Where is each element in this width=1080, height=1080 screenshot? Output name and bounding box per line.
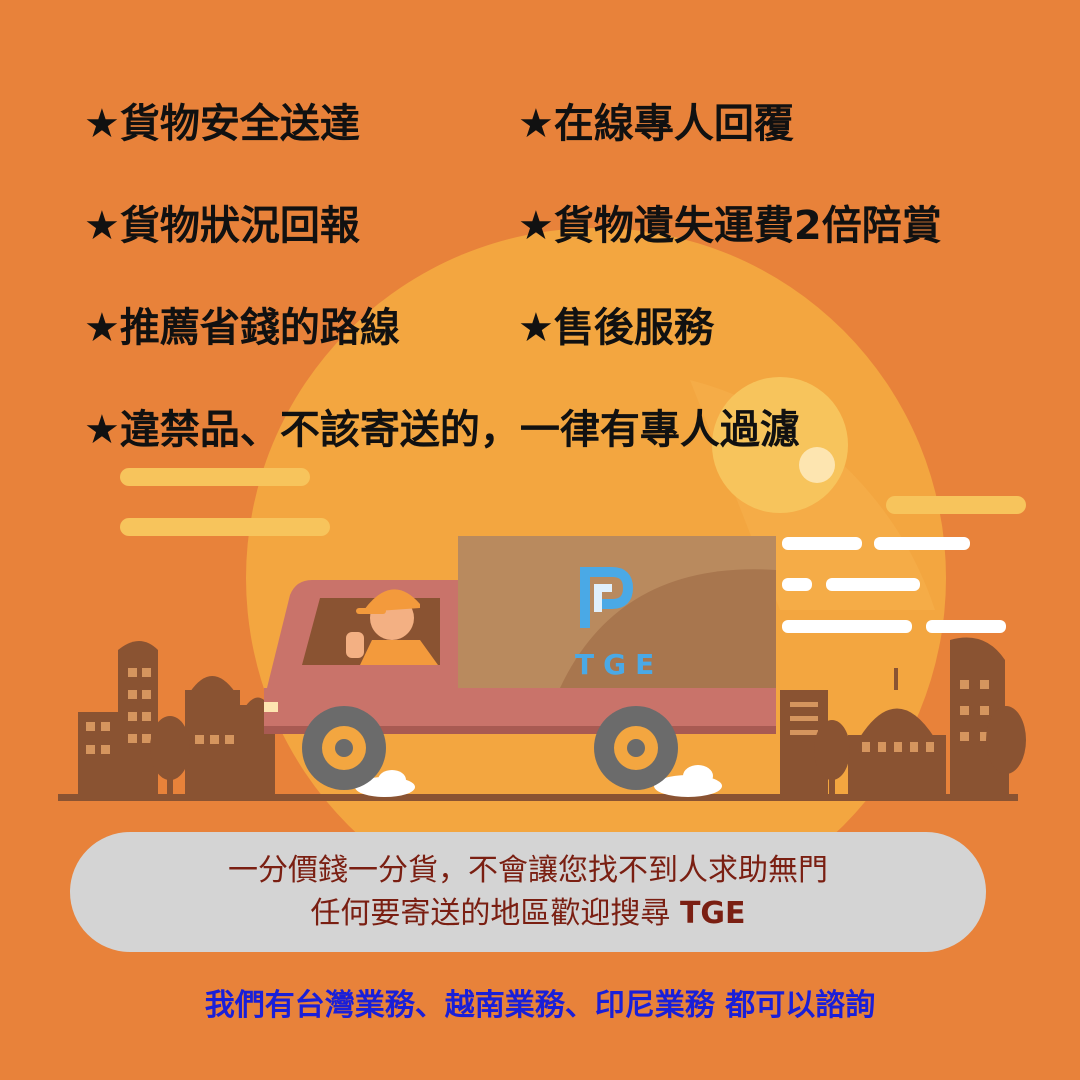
feature-loss-compensation: ★貨物遺失運費2倍陪賞 [518, 203, 942, 249]
cargo-box-shade [560, 569, 776, 688]
rear-wheel [594, 706, 678, 790]
cloud-strips [120, 468, 1026, 536]
ground-line [58, 794, 1018, 801]
banner-line-1: 一分價錢一分貨，不會讓您找不到人求助無門 [228, 852, 828, 888]
banner-brand: TGE [679, 896, 746, 931]
tge-logo-icon [580, 567, 634, 628]
footer-contact-text: 我們有台灣業務、越南業務、印尼業務 都可以諮詢 [204, 988, 876, 1023]
info-banner: 一分價錢一分貨，不會讓您找不到人求助無門 任何要寄送的地區歡迎搜尋 TGE [70, 832, 986, 952]
banner-line-2-prefix: 任何要寄送的地區歡迎搜尋 [310, 896, 680, 931]
building-windows [86, 668, 989, 754]
feature-status-report: ★貨物狀況回報 [84, 203, 360, 249]
ground-clouds [355, 765, 722, 797]
city-skyline [78, 637, 1005, 797]
feature-cheap-route: ★推薦省錢的路線 [84, 305, 400, 351]
feature-safe-delivery: ★貨物安全送達 [84, 101, 360, 147]
truck-logo-text: TGE [575, 648, 664, 681]
front-wheel [302, 706, 386, 790]
feature-prohibited-filter: ★違禁品、不該寄送的，一律有專人過濾 [84, 407, 800, 453]
truck [264, 536, 776, 790]
driver [346, 589, 438, 665]
speed-lines [782, 537, 1006, 633]
trees [150, 706, 1026, 797]
banner-line-2: 任何要寄送的地區歡迎搜尋 TGE [310, 892, 745, 936]
moon-bubble-small [799, 447, 835, 483]
feature-online-support: ★在線專人回覆 [518, 101, 794, 147]
feature-after-sales: ★售後服務 [518, 305, 714, 351]
